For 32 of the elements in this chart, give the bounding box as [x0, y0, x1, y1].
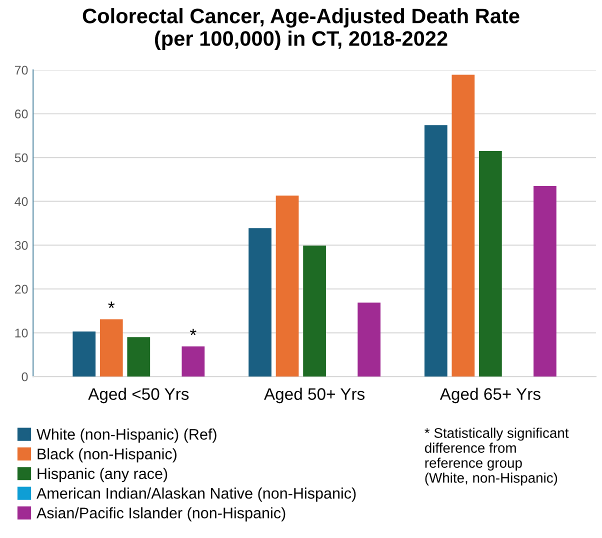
y-tick-label: 50	[14, 153, 28, 162]
text: * Statistically significant difference from reference group (White, non-Hispanic)	[424, 428, 569, 486]
legend-label: White (non-Hispanic) (Ref)	[36, 428, 216, 443]
x-tick-label: Aged 50+ Yrs	[264, 388, 365, 404]
legend-label: Black (non-Hispanic)	[38, 448, 176, 462]
data-label: *	[108, 302, 115, 308]
y-tick-label: 20	[14, 284, 28, 294]
legend-label: American Indian/Alaskan Native (non-Hispanic)	[36, 488, 356, 502]
y-tick-label: 30	[14, 240, 28, 250]
x-tick-label: Aged 65+ Yrs	[440, 388, 540, 404]
y-tick-label: 60	[14, 110, 28, 118]
bar	[534, 186, 556, 377]
y-tick-label: 10	[15, 328, 28, 338]
y-tick-label: 40	[14, 197, 28, 206]
legend-label: Hispanic (any race)	[38, 468, 168, 482]
bar	[182, 346, 205, 377]
legend-label: Asian/Pacific Islander (non-Hispanic)	[36, 507, 286, 522]
bar	[276, 196, 299, 377]
y-tick-label: 0	[22, 372, 28, 382]
bar	[452, 74, 475, 377]
data-label: *	[190, 328, 196, 336]
bar	[358, 302, 381, 377]
bar	[303, 246, 326, 377]
bar	[424, 125, 448, 377]
bar	[72, 331, 96, 377]
x-tick-label: Aged <50 Yrs	[88, 388, 189, 404]
bar	[127, 337, 150, 377]
y-tick-label: 70	[14, 66, 28, 75]
bar	[248, 228, 272, 377]
bar	[100, 319, 123, 377]
bar	[479, 150, 502, 377]
chart-title: Colorectal Cancer, Age-Adjusted Death Rate (per 100,000) in CT, 2018-2022	[82, 8, 520, 50]
